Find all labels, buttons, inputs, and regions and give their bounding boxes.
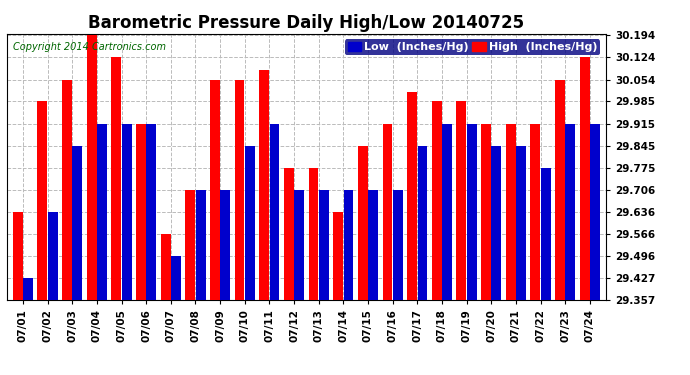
- Bar: [186, 190, 195, 375]
- Bar: [308, 168, 319, 375]
- Bar: [506, 123, 515, 375]
- Bar: [245, 146, 255, 375]
- Bar: [259, 70, 269, 375]
- Bar: [72, 146, 82, 375]
- Bar: [284, 168, 294, 375]
- Bar: [294, 190, 304, 375]
- Bar: [491, 146, 502, 375]
- Bar: [171, 256, 181, 375]
- Bar: [393, 190, 403, 375]
- Bar: [13, 212, 23, 375]
- Bar: [270, 123, 279, 375]
- Legend: Low  (Inches/Hg), High  (Inches/Hg): Low (Inches/Hg), High (Inches/Hg): [345, 39, 600, 55]
- Bar: [333, 212, 343, 375]
- Bar: [37, 101, 48, 375]
- Bar: [62, 80, 72, 375]
- Bar: [146, 123, 156, 375]
- Text: Copyright 2014 Cartronics.com: Copyright 2014 Cartronics.com: [13, 42, 166, 52]
- Bar: [136, 123, 146, 375]
- Bar: [555, 80, 565, 375]
- Bar: [161, 234, 170, 375]
- Bar: [358, 146, 368, 375]
- Bar: [23, 278, 33, 375]
- Bar: [481, 123, 491, 375]
- Bar: [319, 190, 329, 375]
- Bar: [590, 123, 600, 375]
- Bar: [235, 80, 244, 375]
- Bar: [210, 80, 220, 375]
- Bar: [442, 123, 452, 375]
- Bar: [565, 123, 575, 375]
- Bar: [467, 123, 477, 375]
- Bar: [432, 101, 442, 375]
- Title: Barometric Pressure Daily High/Low 20140725: Barometric Pressure Daily High/Low 20140…: [88, 14, 524, 32]
- Bar: [220, 190, 230, 375]
- Bar: [97, 123, 107, 375]
- Bar: [196, 190, 206, 375]
- Bar: [516, 146, 526, 375]
- Bar: [417, 146, 427, 375]
- Bar: [48, 212, 58, 375]
- Bar: [457, 101, 466, 375]
- Bar: [344, 190, 353, 375]
- Bar: [87, 35, 97, 375]
- Bar: [407, 92, 417, 375]
- Bar: [382, 123, 393, 375]
- Bar: [368, 190, 378, 375]
- Bar: [531, 123, 540, 375]
- Bar: [111, 57, 121, 375]
- Bar: [541, 168, 551, 375]
- Bar: [121, 123, 132, 375]
- Bar: [580, 57, 589, 375]
